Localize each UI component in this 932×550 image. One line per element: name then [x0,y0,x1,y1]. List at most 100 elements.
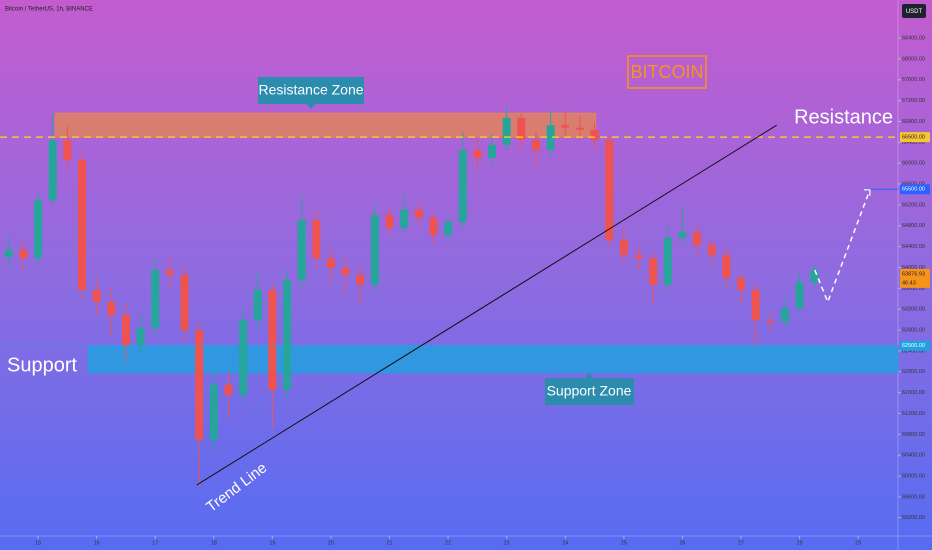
candle-body [458,150,467,223]
candle-body [19,249,28,259]
y-tick-label: 63600.00 [902,286,925,292]
candle-body [341,268,350,275]
y-tick-label: 60800.00 [902,432,925,438]
support-label: Support [7,354,77,376]
candle-body [326,258,335,268]
candle-body [795,282,804,309]
resistance-price: 66500.00 [902,135,925,141]
candle-body [356,274,365,285]
candle-body [766,320,775,322]
candle-body [400,209,409,228]
candle-body [488,144,497,158]
y-tick-label: 62800.00 [902,327,925,333]
y-tick-label: 61200.00 [902,411,925,417]
overlays [0,124,898,486]
candle-body [561,125,570,128]
candle-body [502,117,511,145]
candle-body [575,127,584,130]
y-tick-label: 60400.00 [902,453,925,459]
last-price: 63876.93 [902,271,925,277]
zones [54,112,899,374]
x-tick-label: 25 [621,540,627,546]
label-box [545,378,634,405]
label-pointer [585,373,593,378]
candle-body [121,314,130,346]
candle-body [649,258,658,285]
y-tick-label: 66000.00 [902,161,925,167]
currency-box [902,4,926,18]
resistance-zone [54,112,597,138]
candle-body [312,220,321,259]
x-tick-label: 19 [269,540,275,546]
candle-body [209,384,218,441]
candle-body [165,270,174,275]
x-tick-label: 20 [328,540,334,546]
candle-body [590,129,599,141]
candle-body [63,140,72,161]
candle-body [107,301,116,315]
candle-body [780,308,789,322]
candle-body [4,249,13,258]
support-price-box [900,340,930,351]
support-zone-label: Support Zone [547,383,632,399]
candle-body [253,289,262,321]
y-tick-label: 62000.00 [902,369,925,375]
target-price: 65500.00 [902,187,925,193]
candle-body [370,214,379,285]
y-tick-label: 63200.00 [902,307,925,313]
candle-body [473,150,482,158]
y-tick-label: 67600.00 [902,77,925,83]
candle-body [663,237,672,285]
y-tick-label: 62400.00 [902,348,925,354]
candle-body [78,160,87,290]
support-zone [87,345,899,374]
candle-body [546,125,555,151]
candle-body [136,327,145,346]
projection-path [814,189,871,304]
y-tick-label: 59600.00 [902,494,925,500]
x-tick-label: 16 [94,540,100,546]
resistance-label: Resistance [794,106,893,128]
candle-body [34,200,43,259]
x-tick-label: 18 [211,540,217,546]
projection-arrow [863,189,871,196]
label-box [258,77,364,104]
candle-body [707,245,716,255]
candle-body [195,330,204,441]
y-tick-label: 66800.00 [902,119,925,125]
trend-line [196,124,778,486]
candle-body [283,279,292,391]
last-price-box [900,268,930,288]
x-tick-label: 26 [679,540,685,546]
label-pointer [307,104,315,109]
y-tick-label: 59200.00 [902,515,925,521]
x-tick-label: 17 [152,540,158,546]
target-price-box [900,184,930,195]
candle-body [180,274,189,331]
annotation: BITCOIN [630,62,703,82]
candle-body [678,232,687,238]
candle-body [605,140,614,240]
countdown: 46:43 [902,280,916,286]
candle-body [297,220,306,280]
y-tick-label: 64400.00 [902,244,925,250]
x-tick-label: 21 [386,540,392,546]
support-price: 62500.00 [902,343,925,349]
candle-body [444,222,453,236]
y-tick-label: 65200.00 [902,202,925,208]
candle-body [151,270,160,328]
y-tick-label: 60000.00 [902,473,925,479]
y-tick-label: 68000.00 [902,56,925,62]
candle-body [385,214,394,228]
resistance-price-box [900,132,930,143]
x-tick-label: 24 [562,540,568,546]
x-tick-label: 22 [445,540,451,546]
candle-body [634,254,643,259]
x-tick-label: 29 [855,540,861,546]
candle-body [414,209,423,218]
y-tick-label: 61600.00 [902,390,925,396]
candle-body [429,217,438,236]
candle-body [531,140,540,151]
candle-body [751,289,760,321]
